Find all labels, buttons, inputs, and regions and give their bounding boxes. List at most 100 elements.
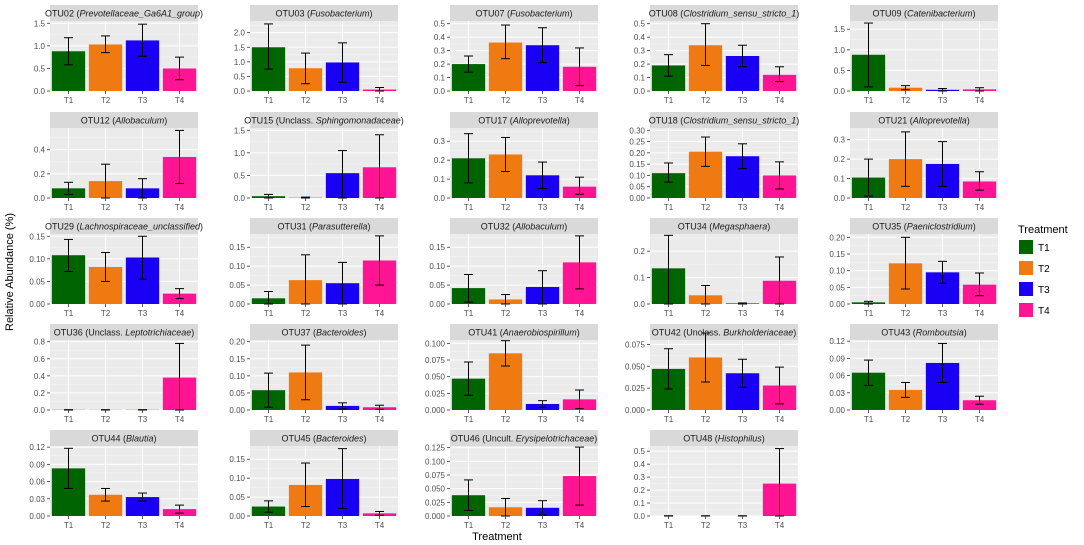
y-tick-label: 0.075 xyxy=(625,340,646,349)
panel-title-taxon: Fusobacterium xyxy=(310,9,370,19)
x-tick-label: T3 xyxy=(738,203,748,212)
x-tick-label: T2 xyxy=(101,96,111,105)
y-tick-label: 0.025 xyxy=(425,389,446,398)
x-tick-label: T4 xyxy=(375,203,385,212)
x-tick-label: T3 xyxy=(538,309,548,318)
x-tick-label: T4 xyxy=(775,521,785,530)
x-tick-label: T2 xyxy=(301,96,311,105)
y-tick-label: 0.050 xyxy=(425,373,446,382)
y-tick-label: 0.5 xyxy=(34,64,46,73)
panel-title-suffix: ) xyxy=(973,9,976,19)
panel-title: OTU46 (Uncult. Erysipelotrichaceae) xyxy=(451,434,598,444)
x-tick-label: T2 xyxy=(101,309,111,318)
panel-title-suffix: ) xyxy=(567,116,570,126)
panel-title-taxon: Clostridium_sensu_stricto_1 xyxy=(683,9,796,19)
x-tick-label: T1 xyxy=(864,309,874,318)
panel-title-taxon: Bacteroides xyxy=(316,328,364,338)
x-tick-label: T2 xyxy=(501,521,511,530)
panel-title-taxon: Erysipelotrichaceae xyxy=(516,434,595,444)
x-tick-label: T4 xyxy=(175,415,185,424)
y-axis-title: Relative Abundance (%) xyxy=(4,213,16,331)
x-tick-label: T2 xyxy=(101,415,111,424)
panel-16: OTU36 (Unclass. Leptotrichiaceae) 0.0 0.2 0… xyxy=(34,324,198,424)
y-tick-label: 0.00 xyxy=(229,406,245,415)
y-tick-label: 0.10 xyxy=(229,474,245,483)
panel-title: OTU29 (Lachnospiraceae_unclassified) xyxy=(45,222,203,232)
x-tick-label: T3 xyxy=(738,415,748,424)
x-tick-label: T4 xyxy=(375,309,385,318)
panel-title-prefix: OTU12 ( xyxy=(81,116,116,126)
y-tick-label: 0.3 xyxy=(634,473,646,482)
panel-strip xyxy=(650,5,798,21)
panel-title: OTU35 (Paeniclostridium) xyxy=(872,222,976,232)
x-tick-label: T2 xyxy=(501,203,511,212)
panel-title-taxon: Burkholderiaceae xyxy=(723,328,793,338)
x-tick-label: T3 xyxy=(538,415,548,424)
y-tick-label: 0.00 xyxy=(829,300,845,309)
panel-strip xyxy=(850,112,998,128)
panel-13: OTU32 (Allobaculum) 0.00 0.05 0.10 0.15 T1 T2 T… xyxy=(429,218,598,318)
y-tick-label: 0.20 xyxy=(229,338,245,347)
legend: Treatment T1 T2 T3 T4 xyxy=(1018,224,1068,317)
y-tick-label: 0.3 xyxy=(834,136,846,145)
x-tick-label: T2 xyxy=(501,96,511,105)
panel-title-suffix: ) xyxy=(154,434,157,444)
x-tick-label: T1 xyxy=(864,203,874,212)
y-tick-label: 0.4 xyxy=(434,33,446,42)
panel-title-prefix: OTU36 (Unclass. xyxy=(54,328,126,338)
panel-title-prefix: OTU07 ( xyxy=(475,9,510,19)
legend-label-t2: T2 xyxy=(1038,264,1050,275)
legend-item-t2: T2 xyxy=(1019,261,1050,275)
panel-title: OTU15 (Unclass. Sphingomonadaceae) xyxy=(244,116,404,126)
x-tick-label: T3 xyxy=(138,309,148,318)
panel-title: OTU07 (Fusobacterium) xyxy=(475,9,572,19)
panel-strip xyxy=(50,218,198,234)
y-tick-label: 0.5 xyxy=(234,171,246,180)
x-tick-label: T3 xyxy=(138,415,148,424)
x-tick-label: T4 xyxy=(775,309,785,318)
y-tick-label: 0.075 xyxy=(425,356,446,365)
y-tick-label: 0.1 xyxy=(434,74,446,83)
panel-title-suffix: ) xyxy=(200,222,203,232)
y-tick-label: 0.15 xyxy=(229,243,245,252)
x-tick-label: T1 xyxy=(264,203,274,212)
y-tick-label: 0.5 xyxy=(834,66,846,75)
panel-strip xyxy=(50,324,198,340)
y-tick-label: 0.15 xyxy=(29,232,45,241)
x-tick-label: T4 xyxy=(175,96,185,105)
y-tick-label: 0.20 xyxy=(629,149,645,158)
y-tick-label: 0.12 xyxy=(829,337,845,346)
panel-22: OTU45 (Bacteroides) 0.00 0.05 0.10 0.15 T1 T2 T… xyxy=(229,430,398,530)
panel-strip xyxy=(50,5,198,21)
y-tick-label: 0.125 xyxy=(425,444,446,453)
panel-title-taxon: Anaerobiospirillum xyxy=(502,328,578,338)
y-tick-label: 0.100 xyxy=(425,339,446,348)
panel-title-prefix: OTU18 ( xyxy=(649,116,684,126)
panel-17: OTU37 (Bacteroides) 0.00 0.05 0.10 0.15 0.20 T… xyxy=(229,324,398,424)
x-tick-label: T1 xyxy=(664,203,674,212)
x-tick-label: T2 xyxy=(701,96,711,105)
y-tick-label: 0.4 xyxy=(634,33,646,42)
panel-title-taxon: Paeniclostridium xyxy=(907,222,974,232)
panel-strip xyxy=(650,324,798,340)
panel-strip xyxy=(850,218,998,234)
x-tick-label: T4 xyxy=(975,415,985,424)
y-tick-label: 0.15 xyxy=(229,455,245,464)
y-tick-label: 0.0 xyxy=(634,87,646,96)
x-tick-label: T4 xyxy=(775,96,785,105)
y-tick-label: 0.3 xyxy=(434,137,446,146)
x-tick-label: T3 xyxy=(138,96,148,105)
x-tick-label: T1 xyxy=(264,415,274,424)
y-tick-label: 0.20 xyxy=(829,233,845,242)
legend-label-t3: T3 xyxy=(1038,285,1050,296)
x-tick-label: T4 xyxy=(575,96,585,105)
panel-title-taxon: Histophilus xyxy=(718,434,763,444)
x-tick-label: T1 xyxy=(464,96,474,105)
panel-title-taxon: Prevotellaceae_Ga6A1_group xyxy=(79,9,200,19)
y-tick-label: 0.0 xyxy=(34,194,46,203)
panel-title-taxon: Megasphaera xyxy=(712,222,767,232)
panel-strip xyxy=(250,324,398,340)
panel-title: OTU08 (Clostridium_sensu_stricto_1) xyxy=(649,9,800,19)
panel-23: OTU46 (Uncult. Erysipelotrichaceae) 0.000… xyxy=(425,430,598,530)
